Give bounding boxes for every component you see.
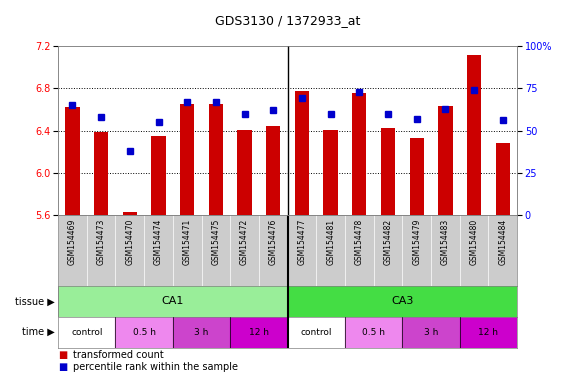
Text: ■: ■: [58, 362, 67, 372]
Text: GSM154478: GSM154478: [355, 218, 364, 265]
Bar: [94, 132, 108, 215]
Bar: [467, 55, 481, 215]
Bar: [288, 317, 345, 348]
Bar: [288, 286, 517, 317]
Text: 12 h: 12 h: [249, 328, 269, 337]
Text: GSM154480: GSM154480: [469, 218, 479, 265]
Text: CA1: CA1: [162, 296, 184, 306]
Text: CA3: CA3: [391, 296, 414, 306]
Bar: [209, 104, 223, 215]
Text: GSM154471: GSM154471: [182, 218, 192, 265]
Bar: [410, 138, 424, 215]
Bar: [381, 128, 395, 215]
Text: GSM154482: GSM154482: [383, 218, 393, 265]
Text: GSM154470: GSM154470: [125, 218, 134, 265]
Text: GSM154472: GSM154472: [240, 218, 249, 265]
Text: GSM154469: GSM154469: [68, 218, 77, 265]
Text: GSM154477: GSM154477: [297, 218, 306, 265]
Text: GSM154481: GSM154481: [326, 218, 335, 265]
Bar: [352, 93, 367, 215]
Bar: [460, 317, 517, 348]
Text: 3 h: 3 h: [424, 328, 438, 337]
Bar: [345, 317, 402, 348]
Bar: [123, 212, 137, 215]
Text: 0.5 h: 0.5 h: [132, 328, 156, 337]
Text: GSM154479: GSM154479: [412, 218, 421, 265]
Text: percentile rank within the sample: percentile rank within the sample: [73, 362, 238, 372]
Bar: [65, 107, 80, 215]
Text: GSM154474: GSM154474: [154, 218, 163, 265]
Text: GDS3130 / 1372933_at: GDS3130 / 1372933_at: [215, 14, 360, 27]
Text: 0.5 h: 0.5 h: [362, 328, 385, 337]
Bar: [180, 104, 195, 215]
Bar: [58, 286, 288, 317]
Bar: [173, 317, 230, 348]
Bar: [238, 129, 252, 215]
Text: time ▶: time ▶: [23, 327, 55, 337]
Text: GSM154476: GSM154476: [269, 218, 278, 265]
Text: 12 h: 12 h: [478, 328, 498, 337]
Bar: [324, 129, 338, 215]
Text: GSM154483: GSM154483: [441, 218, 450, 265]
Bar: [496, 143, 510, 215]
Text: control: control: [300, 328, 332, 337]
Text: GSM154484: GSM154484: [498, 218, 507, 265]
Text: control: control: [71, 328, 102, 337]
Text: GSM154473: GSM154473: [96, 218, 106, 265]
Bar: [151, 136, 166, 215]
Bar: [116, 317, 173, 348]
Text: ■: ■: [58, 350, 67, 360]
Text: GSM154475: GSM154475: [211, 218, 220, 265]
Bar: [266, 126, 281, 215]
Bar: [295, 91, 309, 215]
Bar: [230, 317, 288, 348]
Text: transformed count: transformed count: [73, 350, 163, 360]
Bar: [438, 106, 453, 215]
Bar: [58, 317, 116, 348]
Text: 3 h: 3 h: [195, 328, 209, 337]
Text: tissue ▶: tissue ▶: [16, 296, 55, 306]
Bar: [403, 317, 460, 348]
